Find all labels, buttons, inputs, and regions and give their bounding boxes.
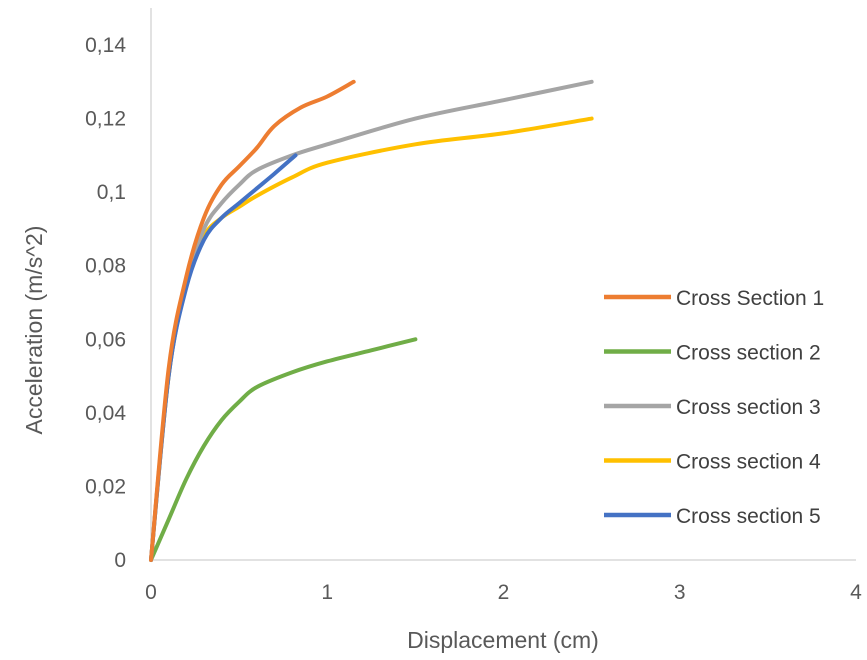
x-tick-label: 2 (498, 581, 510, 604)
x-tick-label: 4 (850, 581, 862, 604)
y-tick-label: 0 (114, 549, 126, 572)
series-line-4 (149, 116, 594, 562)
x-tick-label: 1 (321, 581, 333, 604)
y-tick-label: 0,1 (97, 181, 126, 204)
y-tick-label: 0,12 (85, 108, 126, 131)
legend-label-2: Cross section 2 (676, 342, 821, 365)
legend-label-3: Cross section 3 (676, 396, 821, 419)
series-line-2 (149, 337, 418, 562)
x-tick-label: 0 (145, 581, 157, 604)
y-tick-label: 0,14 (85, 34, 126, 57)
legend-label-5: Cross section 5 (676, 505, 821, 528)
y-tick-label: 0,06 (85, 328, 126, 351)
series-line-5 (149, 153, 298, 562)
y-tick-labels: 0 0,02 0,04 0,06 0,08 0,1 0,12 0,14 (85, 34, 126, 572)
y-tick-label: 0,08 (85, 255, 126, 278)
y-axis-title: Acceleration (m/s^2) (21, 226, 47, 435)
series-line-1 (149, 79, 356, 562)
x-tick-label: 3 (674, 581, 686, 604)
x-axis-title: Displacement (cm) (407, 627, 599, 653)
legend-label-1: Cross Section 1 (676, 287, 824, 310)
y-tick-label: 0,02 (85, 475, 126, 498)
legend-label-4: Cross section 4 (676, 451, 821, 474)
y-tick-label: 0,04 (85, 402, 126, 425)
series-lines (149, 79, 594, 562)
x-tick-labels: 0 1 2 3 4 (145, 581, 862, 604)
legend: Cross Section 1 Cross section 2 Cross sect… (604, 287, 824, 528)
